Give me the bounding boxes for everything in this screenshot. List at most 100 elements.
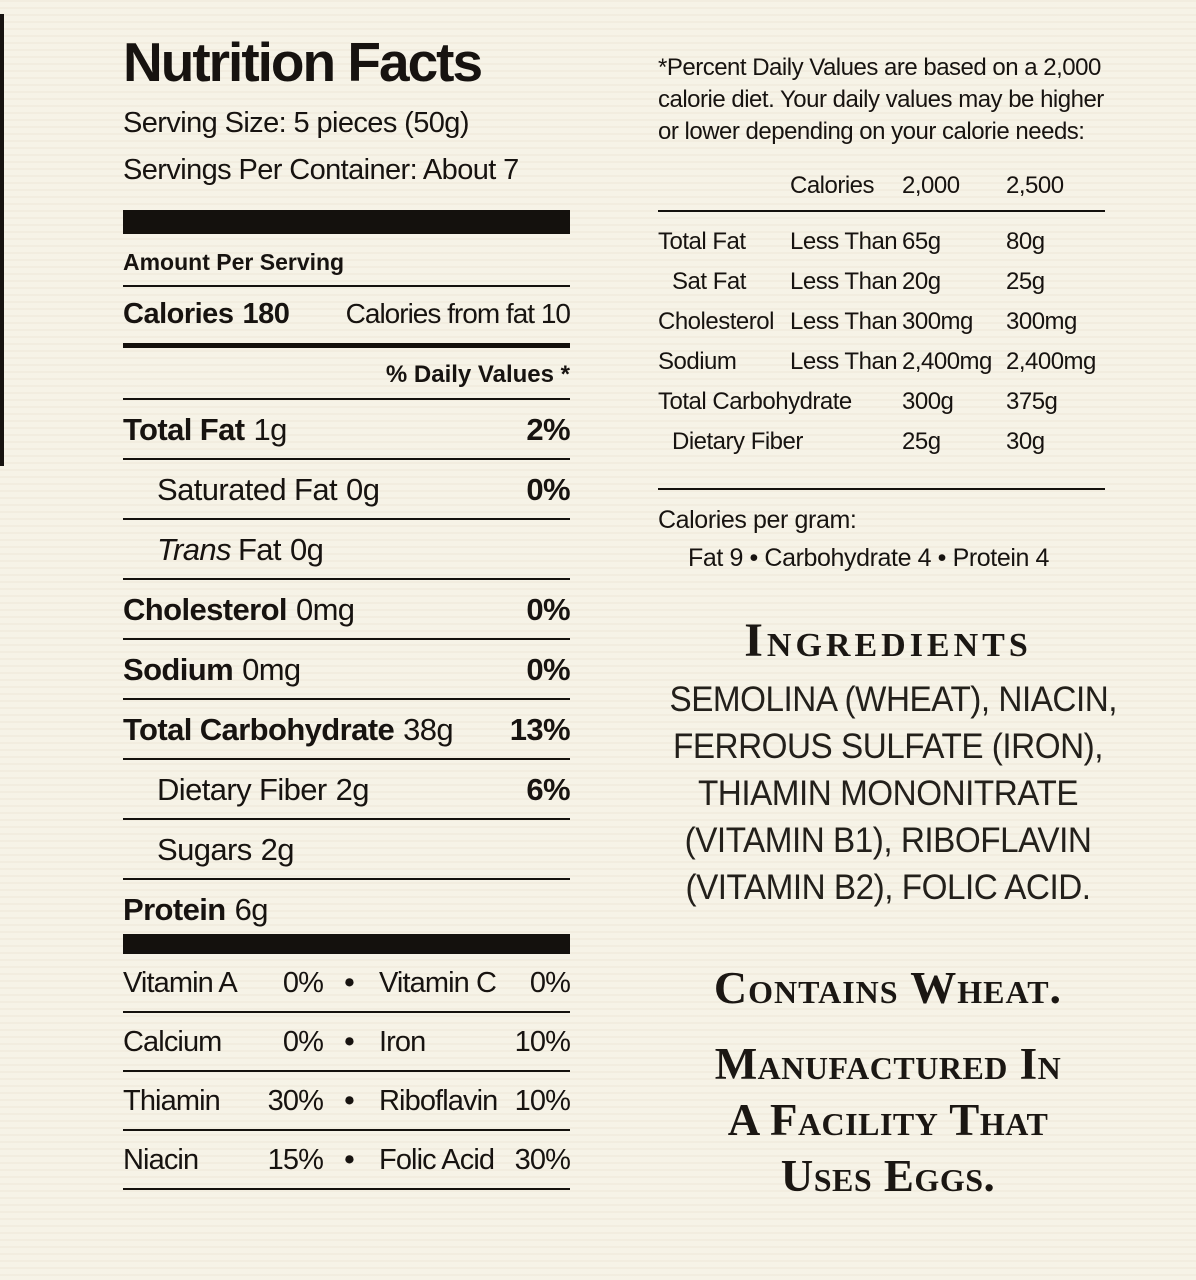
nutrient-label: Trans Fat 0g (123, 531, 324, 568)
vitamin-value: 10% (514, 1084, 571, 1117)
vitamin-pair-right: Vitamin C 0% (375, 966, 571, 1000)
nutrient-name-italic: Trans (157, 531, 232, 567)
nutrient-amount: 38g (403, 711, 454, 747)
nutrient-row-protein: Protein 6g (123, 880, 570, 934)
nutrient-amount: 0mg (242, 651, 301, 687)
dv-value-2000: 20g (902, 268, 941, 295)
nutrient-amount: 1g (253, 411, 287, 447)
nutrient-amount: 2g (335, 771, 370, 807)
dv-qualifier: Less Than (790, 308, 898, 335)
daily-values-header: % Daily Values * (123, 348, 570, 400)
dv-value-2500: 375g (1006, 388, 1058, 415)
nutrient-amount: 2g (260, 831, 295, 867)
nutrient-row-dietary-fiber: Dietary Fiber 2g 6% (123, 760, 571, 820)
calories-row: Calories 180 Calories from fat 10 (123, 287, 571, 348)
dv-value-2500: 25g (1006, 268, 1045, 295)
vitamin-value: 0% (529, 966, 571, 999)
bullet-separator: • (344, 1143, 354, 1176)
dv-value-2500: 30g (1006, 428, 1045, 455)
ingredients-line: SEMOLINA (WHEAT), NIACIN, (669, 680, 1118, 719)
dv-nutrient: Cholesterol (658, 308, 774, 335)
nutrient-label: Sugars 2g (123, 831, 295, 868)
ingredients-heading: Ingredients (744, 614, 1032, 667)
dv-qualifier: Less Than (790, 348, 898, 375)
vitamin-row-thiamin-riboflavin: Thiamin 30% • Riboflavin 10% (123, 1072, 571, 1131)
ingredients-line: (VITAMIN B2), FOLIC ACID. (685, 868, 1091, 907)
nutrient-daily-value: 0% (526, 651, 570, 687)
footnote-and-ingredients-panel: *Percent Daily Values are based on a 2,0… (658, 0, 1118, 1280)
dv-value-2000: 300g (902, 388, 954, 415)
nutrient-label: Total Carbohydrate 38g (123, 711, 454, 748)
nutrient-daily-value: 2% (526, 411, 570, 447)
dv-nutrient: Total Fat (658, 228, 746, 255)
ingredients-line: (VITAMIN B1), RIBOFLAVIN (684, 821, 1092, 860)
dv-nutrient: Total Carbohydrate (658, 388, 852, 415)
calories-from-fat: Calories from fat 10 (345, 297, 571, 329)
dv-value-2500: 80g (1006, 228, 1045, 255)
calories-value: Calories 180 (123, 297, 290, 331)
vitamin-row-niacin-folic-acid: Niacin 15% • Folic Acid 30% (123, 1131, 571, 1190)
vitamin-name: Riboflavin (379, 1084, 498, 1117)
dv-value-2500: 300mg (1006, 308, 1077, 335)
nutrient-row-cholesterol: Cholesterol 0mg 0% (123, 580, 571, 640)
vitamin-value: 15% (267, 1143, 324, 1176)
nutrient-name: Protein (123, 891, 226, 927)
vitamin-name: Vitamin C (379, 966, 497, 999)
vitamin-name: Thiamin (123, 1084, 221, 1117)
vitamin-pair-right: Iron 10% (375, 1025, 571, 1059)
serving-size: Serving Size: 5 pieces (50g) (123, 106, 469, 139)
daily-values-footnote: *Percent Daily Values are based on a 2,0… (658, 54, 1104, 145)
nutrient-name: Fat (237, 531, 282, 567)
vitamin-value: 10% (514, 1025, 571, 1058)
separator-bar-thick (123, 209, 570, 234)
nutrient-name: Sugars (157, 831, 252, 867)
vitamin-name: Vitamin A (123, 966, 238, 999)
nutrient-name: Cholesterol (123, 591, 288, 627)
dv-table-body: Total Fat Less Than 65g 80g Sat Fat Less… (658, 222, 1105, 462)
dv-table-header-2500: 2,500 (1006, 172, 1064, 199)
separator-bar-thick (123, 933, 570, 954)
ingredients-line: THIAMIN MONONITRATE (697, 774, 1079, 813)
nutrient-label: Protein 6g (123, 892, 268, 928)
nutrient-row-sodium: Sodium 0mg 0% (123, 640, 571, 700)
nutrient-name: Sodium (123, 651, 234, 687)
nutrient-daily-value: 13% (509, 711, 571, 747)
vitamin-value: 30% (514, 1143, 571, 1176)
nutrient-amount: 0g (289, 531, 324, 567)
nutrient-amount: 0g (346, 471, 380, 507)
nutrient-daily-value: 0% (526, 591, 570, 627)
dv-table-row-total-carbohydrate: Total Carbohydrate 300g 375g (658, 382, 1105, 422)
nutrition-facts-panel: Nutrition Facts Serving Size: 5 pieces (… (123, 0, 571, 1280)
nutrient-row-total-carbohydrate: Total Carbohydrate 38g 13% (123, 700, 571, 760)
nutrition-facts-title: Nutrition Facts (123, 31, 483, 93)
nutrient-name: Total Fat (123, 411, 245, 447)
dv-nutrient: Sat Fat (672, 268, 746, 295)
dv-table-row-total-fat: Total Fat Less Than 65g 80g (658, 222, 1105, 262)
dv-table-header-spacer (658, 172, 790, 200)
vitamin-row-calcium-iron: Calcium 0% • Iron 10% (123, 1013, 571, 1072)
nutrient-daily-value: 6% (526, 771, 570, 807)
nutrient-row-saturated-fat: Saturated Fat 0g 0% (123, 460, 571, 520)
nutrient-amount: 6g (234, 891, 269, 927)
nutrient-row-sugars: Sugars 2g (123, 820, 570, 880)
nutrient-label: Total Fat 1g (123, 412, 287, 448)
nutrient-label: Saturated Fat 0g (123, 471, 380, 508)
vitamin-name: Iron (379, 1025, 426, 1058)
nutrient-amount: 0mg (295, 591, 355, 627)
vitamin-value: 30% (267, 1084, 324, 1117)
dv-value-2000: 65g (902, 228, 941, 255)
nutrient-row-total-fat: Total Fat 1g 2% (123, 400, 571, 460)
bullet-separator: • (344, 1025, 354, 1058)
nutrient-name: Dietary Fiber (157, 771, 327, 807)
calories-label: Calories (123, 297, 234, 330)
servings-per-container: Servings Per Container: About 7 (123, 153, 519, 186)
ingredients-line: FERROUS SULFATE (IRON), (673, 727, 1103, 766)
vitamin-pair-right: Folic Acid 30% (375, 1143, 571, 1177)
dv-value-2000: 2,400mg (902, 348, 992, 375)
calories-per-gram-values: Fat 9 • Carbohydrate 4 • Protein 4 (688, 544, 1050, 572)
manufactured-line: Manufactured In (714, 1039, 1062, 1089)
vitamin-pair-left: Calcium 0% (123, 1025, 324, 1059)
vitamin-value: 0% (282, 1025, 324, 1058)
nutrient-name: Saturated Fat (157, 471, 338, 507)
